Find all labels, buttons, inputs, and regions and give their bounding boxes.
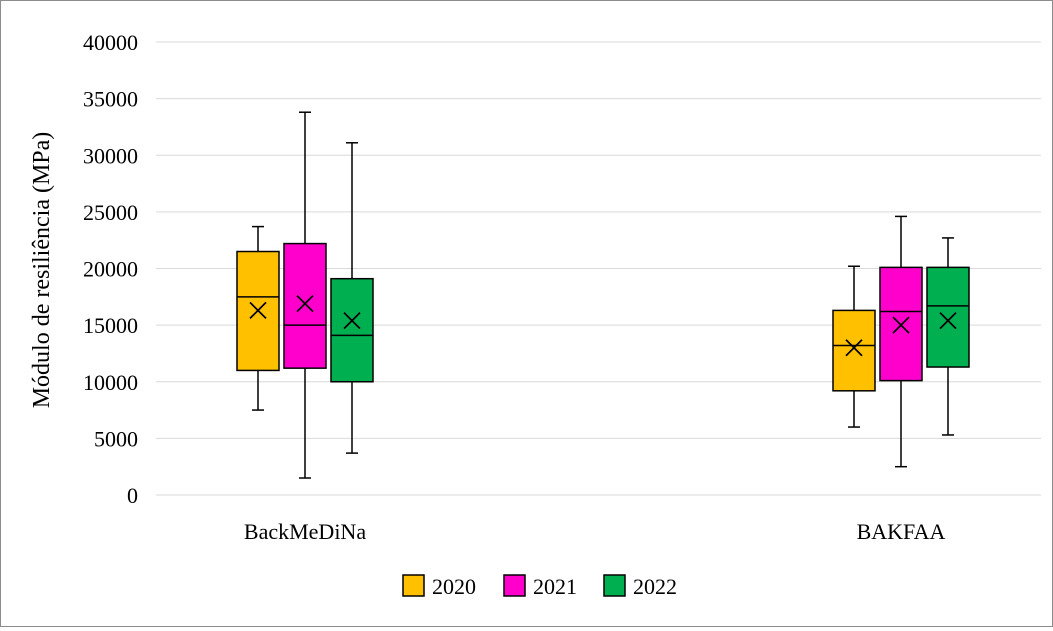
box-iqr	[926, 266, 970, 368]
box-2021-bakfaa	[879, 215, 923, 468]
box-2020-bakfaa	[832, 265, 876, 428]
boxes	[236, 111, 970, 479]
mean-marker-stroke-b	[343, 311, 361, 330]
y-tick-label-20000: 20000	[83, 257, 138, 282]
y-tick-label-0: 0	[127, 483, 138, 508]
box-iqr	[283, 242, 327, 369]
legend-swatch-2021	[503, 574, 526, 597]
mean-marker	[845, 339, 863, 357]
box-iqr	[832, 309, 876, 392]
legend-swatch-2020	[402, 574, 425, 597]
y-tick-label-5000: 5000	[94, 426, 138, 451]
legend-label-2022: 2022	[633, 574, 677, 599]
box-2022-bakfaa	[926, 237, 970, 436]
mean-marker-stroke-b	[296, 295, 314, 313]
mean-marker-stroke-b	[939, 311, 957, 330]
legend-item-2022: 2022	[603, 574, 677, 599]
legend-item-2020: 2020	[402, 574, 476, 599]
legend: 2020 2021 2022	[402, 574, 677, 599]
category-label-bakfaa: BAKFAA	[857, 519, 946, 544]
box-2020-backmedina	[236, 225, 280, 411]
y-tick-label-10000: 10000	[83, 370, 138, 395]
y-tick-label-30000: 30000	[83, 143, 138, 168]
category-labels: BackMeDiNa BAKFAA	[244, 519, 946, 544]
box-2022-backmedina	[330, 142, 374, 454]
mean-marker	[892, 316, 910, 334]
legend-swatch-2022	[603, 574, 626, 597]
y-tick-labels: 0 5000 10000 15000 20000 25000 30000 35000 40000	[83, 30, 138, 508]
y-axis-title: Módulo de resiliência (MPa)	[29, 132, 55, 409]
mean-marker	[939, 311, 957, 330]
y-tick-label-35000: 35000	[83, 87, 138, 112]
mean-marker-stroke-b	[892, 316, 910, 334]
y-tick-label-15000: 15000	[83, 313, 138, 338]
mean-marker	[296, 295, 314, 313]
mean-marker	[343, 311, 361, 330]
box-2021-backmedina	[283, 111, 327, 479]
mean-marker-stroke-b	[845, 339, 863, 357]
legend-label-2021: 2021	[533, 574, 577, 599]
y-tick-label-25000: 25000	[83, 200, 138, 225]
legend-label-2020: 2020	[432, 574, 476, 599]
category-label-backmedina: BackMeDiNa	[244, 519, 366, 544]
legend-item-2021: 2021	[503, 574, 577, 599]
mean-marker	[249, 301, 267, 320]
mean-marker-stroke-b	[249, 301, 267, 320]
box-iqr	[330, 277, 374, 383]
y-tick-label-40000: 40000	[83, 30, 138, 55]
